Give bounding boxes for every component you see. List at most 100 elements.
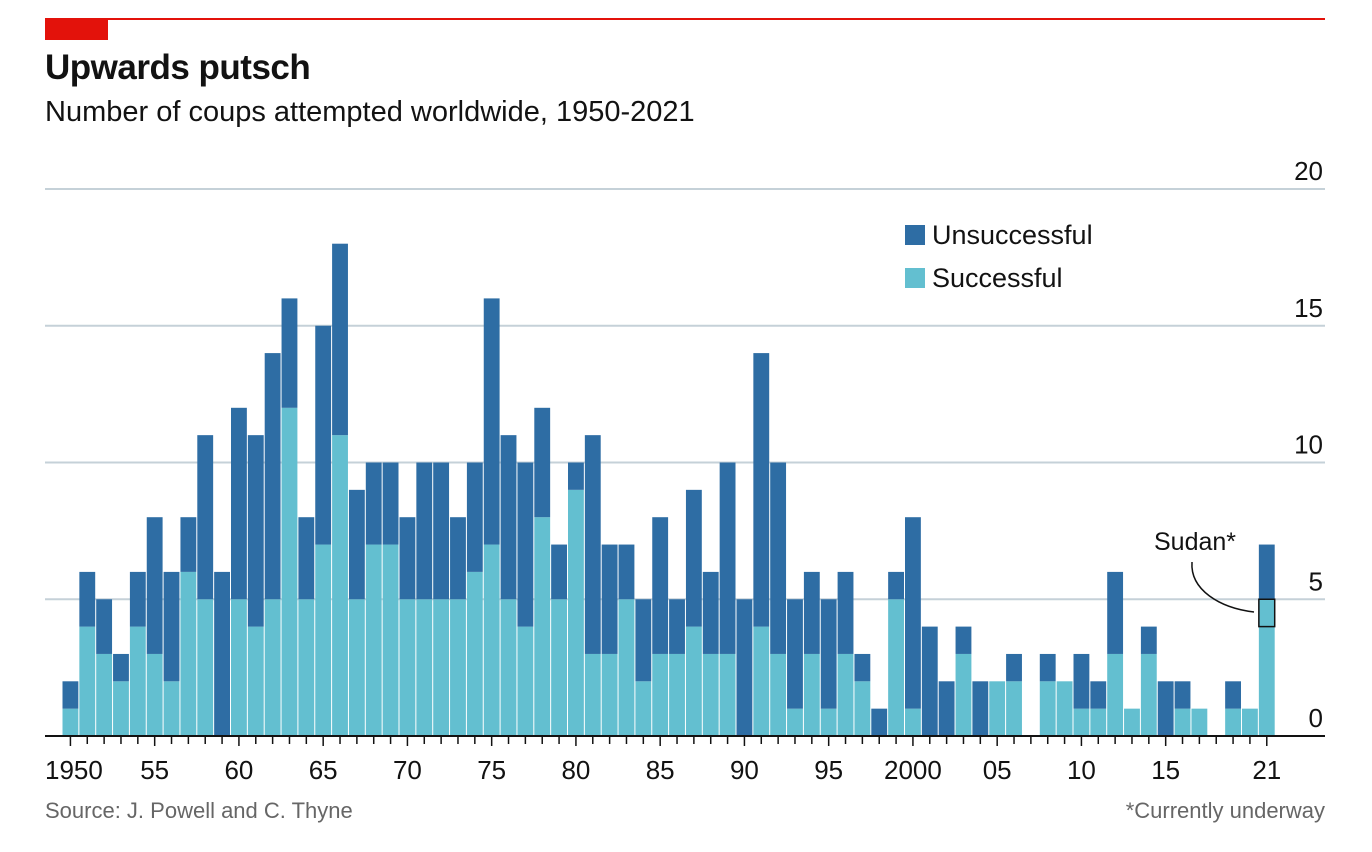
bar-unsuccessful-2002 — [938, 681, 955, 736]
bar-successful-1983 — [618, 599, 635, 736]
x-tick-label-15: 15 — [1151, 755, 1180, 785]
bar-successful-2009 — [1056, 681, 1073, 736]
bar-unsuccessful-2006 — [1006, 653, 1022, 682]
bar-unsuccessful-1958 — [197, 435, 214, 600]
legend-label-successful: Successful — [932, 263, 1063, 293]
x-tick-label-60: 60 — [224, 755, 253, 785]
bar-unsuccessful-1962 — [264, 353, 281, 600]
bar-successful-1953 — [113, 681, 129, 736]
bar-unsuccessful-1955 — [146, 517, 163, 654]
bar-successful-1978 — [534, 517, 551, 736]
bar-successful-1965 — [315, 544, 332, 736]
bar-unsuccessful-2014 — [1140, 626, 1157, 654]
bar-successful-1966 — [332, 435, 348, 736]
bar-successful-1986 — [669, 653, 685, 736]
bar-unsuccessful-2004 — [972, 681, 989, 736]
bar-unsuccessful-2003 — [955, 626, 972, 654]
bar-successful-1973 — [450, 599, 466, 736]
bar-unsuccessful-1994 — [803, 571, 820, 654]
bar-successful-2006 — [1006, 681, 1022, 736]
bar-successful-1969 — [382, 544, 399, 736]
bar-successful-1950 — [62, 708, 79, 736]
x-tick-label-55: 55 — [140, 755, 169, 785]
source-note: Source: J. Powell and C. Thyne — [45, 798, 353, 823]
bar-unsuccessful-2001 — [921, 626, 938, 736]
bar-unsuccessful-1976 — [500, 435, 517, 600]
bar-successful-1995 — [820, 708, 837, 736]
y-tick-label-0: 0 — [1309, 703, 1323, 733]
bar-unsuccessful-1961 — [247, 435, 264, 627]
bar-successful-1977 — [517, 626, 534, 736]
bar-successful-1962 — [264, 599, 281, 736]
bar-successful-1963 — [281, 407, 298, 736]
bar-successful-1961 — [247, 626, 264, 736]
x-tick-label-21: 21 — [1252, 755, 1281, 785]
bar-unsuccessful-1975 — [483, 298, 500, 545]
bar-successful-2021 — [1258, 599, 1275, 736]
legend-swatch-successful — [905, 268, 925, 288]
bar-successful-1994 — [803, 653, 820, 736]
legend-swatch-unsuccessful — [905, 225, 925, 245]
bar-unsuccessful-1971 — [416, 462, 433, 600]
bar-successful-1988 — [702, 653, 719, 736]
bar-unsuccessful-1967 — [348, 489, 365, 600]
bar-successful-2003 — [955, 653, 972, 736]
x-axis: 1950 55 60 65 70 75 80 85 90 95 2000 05 10 15 21 — [45, 735, 1325, 785]
bar-unsuccessful-1970 — [399, 517, 416, 600]
bar-successful-1985 — [652, 653, 669, 736]
y-tick-label-10: 10 — [1294, 430, 1323, 460]
bar-unsuccessful-2021 — [1258, 544, 1275, 600]
x-tick-label-65: 65 — [309, 755, 338, 785]
bar-unsuccessful-1990 — [736, 599, 753, 736]
bar-unsuccessful-2012 — [1107, 571, 1124, 654]
bar-unsuccessful-1992 — [770, 462, 787, 654]
x-tick-label-95: 95 — [814, 755, 843, 785]
bar-successful-1987 — [685, 626, 702, 736]
sudan-highlight — [1258, 598, 1276, 628]
bar-successful-1972 — [433, 599, 450, 736]
bar-unsuccessful-1997 — [854, 653, 871, 682]
bar-successful-1980 — [568, 489, 584, 736]
bar-successful-2019 — [1225, 708, 1241, 736]
bar-successful-1989 — [719, 653, 736, 736]
bar-successful-1958 — [197, 599, 214, 736]
x-tick-label-05: 05 — [983, 755, 1012, 785]
x-tick-label-80: 80 — [561, 755, 590, 785]
bar-successful-1957 — [180, 571, 197, 736]
bar-unsuccessful-1950 — [62, 681, 79, 709]
bar-successful-1991 — [753, 626, 770, 736]
bar-unsuccessful-1986 — [669, 599, 685, 654]
bar-unsuccessful-1984 — [635, 599, 652, 682]
bar-successful-1993 — [787, 708, 803, 736]
bar-unsuccessful-1989 — [719, 462, 736, 654]
x-tick-label-75: 75 — [477, 755, 506, 785]
bar-unsuccessful-1974 — [466, 462, 483, 572]
bar-successful-1999 — [888, 599, 904, 736]
bar-successful-1979 — [551, 599, 567, 736]
bar-unsuccessful-1952 — [96, 599, 113, 654]
bar-successful-1954 — [129, 626, 146, 736]
bar-successful-1976 — [500, 599, 517, 736]
x-tick-label-90: 90 — [730, 755, 759, 785]
bar-unsuccessful-1977 — [517, 462, 534, 627]
x-tick-label-2000: 2000 — [884, 755, 942, 785]
bar-unsuccessful-1981 — [584, 435, 601, 654]
bar-unsuccessful-1978 — [534, 407, 551, 518]
bar-unsuccessful-2008 — [1039, 653, 1056, 682]
bar-unsuccessful-1968 — [365, 462, 382, 545]
bar-successful-1960 — [231, 599, 247, 736]
bar-successful-2017 — [1191, 708, 1208, 736]
bar-successful-1964 — [298, 599, 315, 736]
bar-unsuccessful-1979 — [551, 544, 567, 600]
bar-unsuccessful-1953 — [113, 653, 129, 682]
legend: Unsuccessful Successful — [905, 220, 1093, 293]
bar-successful-2011 — [1090, 708, 1107, 736]
bar-unsuccessful-1956 — [163, 571, 180, 682]
bar-unsuccessful-1991 — [753, 353, 770, 627]
bar-successful-1981 — [584, 653, 601, 736]
bar-unsuccessful-1983 — [618, 544, 635, 600]
bar-unsuccessful-2019 — [1225, 681, 1241, 709]
bar-unsuccessful-2000 — [905, 517, 921, 709]
bar-unsuccessful-1993 — [787, 599, 803, 709]
